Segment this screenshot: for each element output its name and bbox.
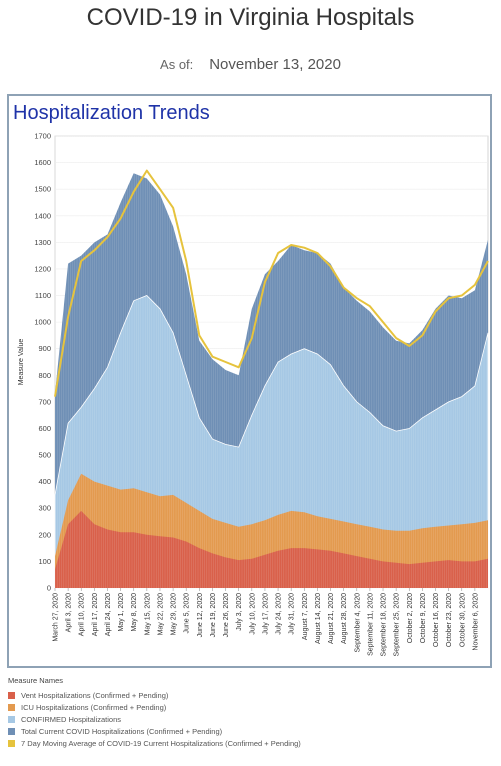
legend-swatch <box>8 728 15 736</box>
x-tick-label: July 10, 2020 <box>249 593 256 635</box>
legend: Measure Names Vent Hospitalizations (Con… <box>8 676 488 750</box>
y-tick-label: 1300 <box>34 238 51 247</box>
x-tick-label: September 18, 2020 <box>381 593 388 657</box>
x-tick-label: April 10, 2020 <box>79 593 86 636</box>
y-tick-label: 200 <box>38 530 51 539</box>
legend-swatch <box>8 740 15 748</box>
x-tick-label: June 5, 2020 <box>184 593 191 634</box>
legend-label: Vent Hospitalizations (Confirmed + Pendi… <box>21 690 169 700</box>
x-tick-label: May 15, 2020 <box>144 593 151 636</box>
legend-title: Measure Names <box>8 676 64 685</box>
y-axis-label: Measure Value <box>18 339 25 386</box>
x-tick-label: October 23, 2020 <box>446 593 453 647</box>
area-vent[interactable] <box>55 510 488 588</box>
x-tick-label: July 17, 2020 <box>262 593 269 635</box>
x-tick-label: July 3, 2020 <box>236 593 243 631</box>
y-tick-label: 300 <box>38 504 51 513</box>
y-tick-label: 0 <box>47 584 51 593</box>
legend-items: Vent Hospitalizations (Confirmed + Pendi… <box>8 689 488 750</box>
x-tick-label: April 24, 2020 <box>105 593 112 636</box>
legend-item[interactable]: 7 Day Moving Average of COVID-19 Current… <box>8 738 488 750</box>
y-tick-label: 1100 <box>35 291 51 300</box>
x-tick-label: August 28, 2020 <box>341 593 348 644</box>
legend-item[interactable]: Vent Hospitalizations (Confirmed + Pendi… <box>8 689 488 701</box>
y-tick-label: 1200 <box>34 264 51 273</box>
x-tick-label: September 11, 2020 <box>367 593 374 656</box>
area-series <box>54 136 489 589</box>
x-tick-label: October 9, 2020 <box>420 593 427 643</box>
y-tick-label: 1700 <box>34 132 51 141</box>
legend-item[interactable]: ICU Hospitalizations (Confirmed + Pendin… <box>8 701 488 713</box>
x-tick-label: September 4, 2020 <box>354 593 361 653</box>
axes: 0 100 200 300 400 500 600 700 800 900 1000 1100 1200… <box>34 132 479 657</box>
x-tick-label: October 30, 2020 <box>459 593 466 647</box>
x-tick-label: May 8, 2020 <box>131 593 138 632</box>
x-tick-label: April 17, 2020 <box>92 593 99 636</box>
y-tick-label: 1000 <box>34 318 51 327</box>
x-tick-label: November 6, 2020 <box>472 593 479 651</box>
as-of-date: November 13, 2020 <box>209 56 341 73</box>
x-tick-label: March 27, 2020 <box>53 593 60 642</box>
x-tick-label: April 3, 2020 <box>66 593 73 632</box>
x-tick-label: July 31, 2020 <box>289 593 296 635</box>
hospitalization-chart[interactable]: 0 100 200 300 400 500 600 700 800 900 1000 1100 1200… <box>0 0 501 680</box>
x-tick-label: August 14, 2020 <box>315 593 322 644</box>
x-tick-label: June 19, 2020 <box>210 593 217 637</box>
y-tick-label: 400 <box>38 477 51 486</box>
y-tick-label: 100 <box>38 557 51 566</box>
y-tick-label: 1600 <box>34 158 51 167</box>
y-tick-label: 800 <box>38 371 51 380</box>
x-tick-label: August 21, 2020 <box>328 593 335 644</box>
y-tick-label: 600 <box>38 424 51 433</box>
legend-label: CONFIRMED Hospitalizations <box>21 714 122 724</box>
x-tick-label: October 16, 2020 <box>433 593 440 647</box>
page-title: COVID-19 in Virginia Hospitals <box>86 4 415 31</box>
y-tick-label: 700 <box>38 397 51 406</box>
legend-swatch <box>8 703 15 711</box>
y-tick-label: 1400 <box>34 211 51 220</box>
y-tick-label: 1500 <box>34 185 51 194</box>
as-of-label: As of: <box>160 57 194 72</box>
x-tick-label: June 12, 2020 <box>197 593 204 637</box>
y-tick-label: 900 <box>38 344 51 353</box>
x-tick-label: September 25, 2020 <box>394 593 401 657</box>
x-tick-label: May 22, 2020 <box>158 593 165 636</box>
x-tick-label: June 26, 2020 <box>223 593 230 637</box>
x-tick-label: May 29, 2020 <box>171 593 178 636</box>
legend-label: Total Current COVID Hospitalizations (Co… <box>21 727 223 737</box>
legend-item[interactable]: Total Current COVID Hospitalizations (Co… <box>8 726 488 738</box>
line-7day-average[interactable] <box>54 169 489 397</box>
x-tick-label: May 1, 2020 <box>118 593 125 632</box>
panel-title: Hospitalization Trends <box>13 102 210 124</box>
x-tick-label: July 24, 2020 <box>276 593 283 635</box>
y-tick-label: 500 <box>38 451 51 460</box>
legend-item[interactable]: CONFIRMED Hospitalizations <box>8 713 488 725</box>
x-tick-label: August 7, 2020 <box>302 593 309 640</box>
x-tick-label: October 2, 2020 <box>407 593 414 643</box>
legend-swatch <box>8 691 15 699</box>
legend-swatch <box>8 715 15 723</box>
legend-label: 7 Day Moving Average of COVID-19 Current… <box>21 739 301 749</box>
as-of-row: As of: November 13, 2020 <box>0 56 501 73</box>
legend-label: ICU Hospitalizations (Confirmed + Pendin… <box>21 702 167 712</box>
line-series <box>54 169 489 397</box>
